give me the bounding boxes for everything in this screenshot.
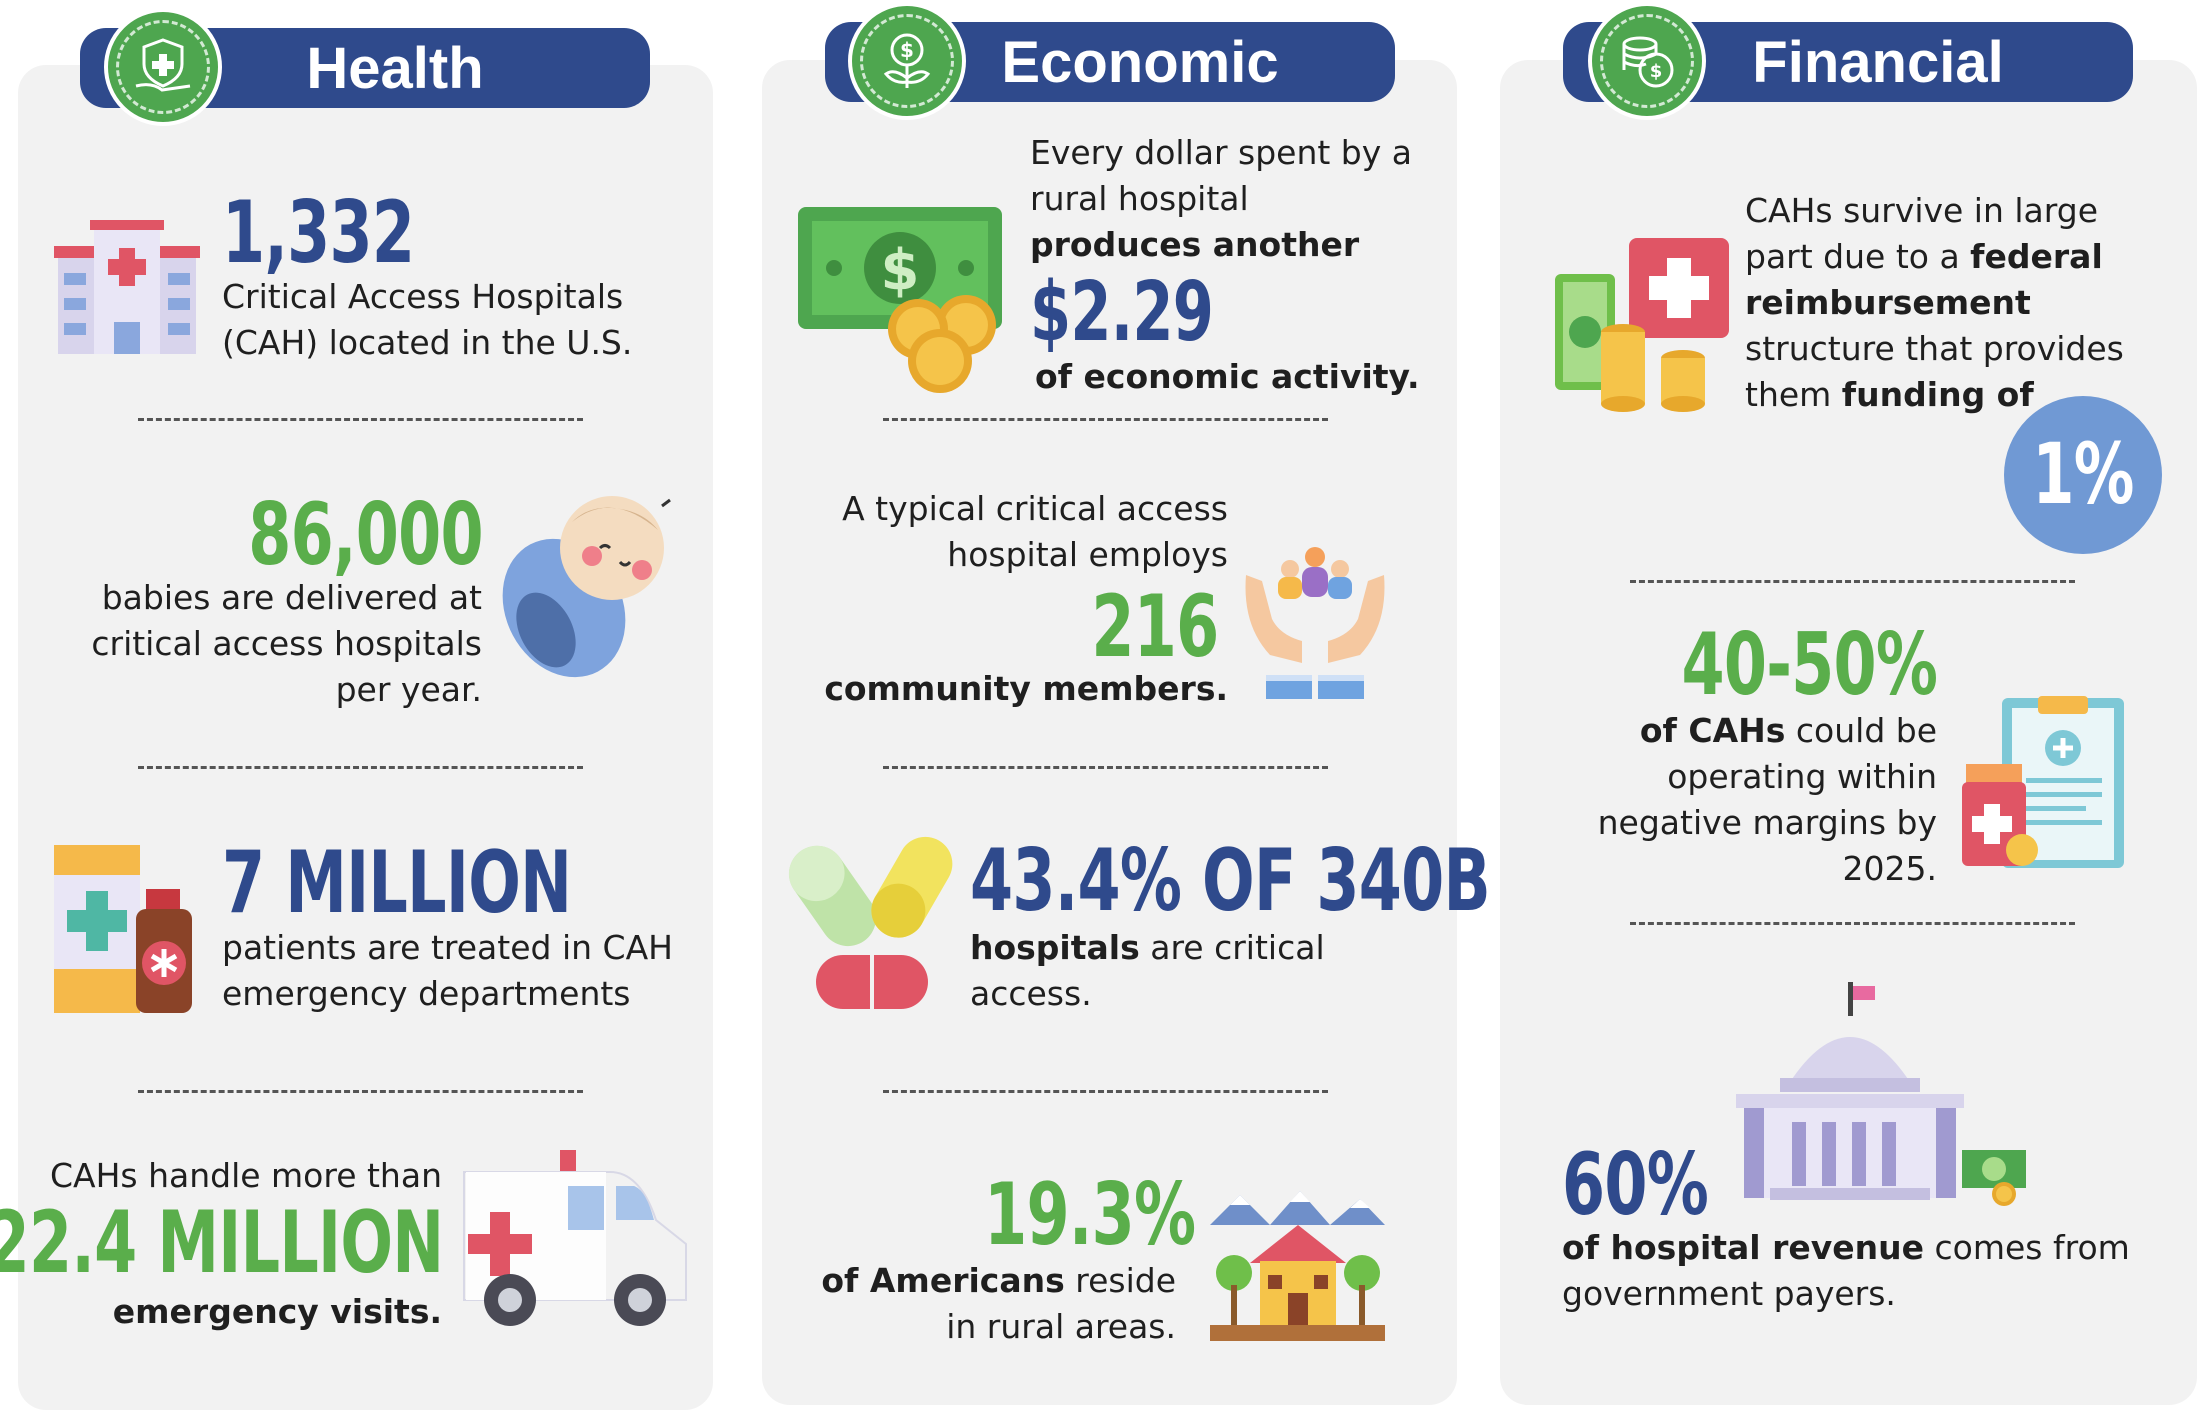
reimb-text: CAHs survive in large part due to a fede… — [1745, 191, 2124, 414]
neg-text: of CAHs could be operating within negati… — [1597, 711, 1937, 888]
neg-value: 40-50% — [1681, 615, 1937, 715]
rural-text: of Americans reside in rural areas. — [821, 1261, 1176, 1346]
dollar-post: of economic activity. — [1035, 357, 1420, 396]
visits-count: 22.4 MILLION — [0, 1193, 444, 1293]
shield-hand-icon — [135, 38, 191, 92]
financial-title: Financial — [1752, 29, 2004, 95]
divider — [1630, 922, 2075, 925]
babies-count: 86,000 — [248, 485, 483, 585]
dollar-value: $2.29 — [1030, 265, 1214, 360]
divider — [138, 1090, 583, 1093]
divider — [138, 418, 583, 421]
divider — [883, 418, 1328, 421]
government-building-icon — [1730, 982, 2030, 1212]
money-plant-icon: $ — [883, 33, 931, 88]
reimb-value: 1% — [2032, 425, 2134, 523]
divider — [883, 1090, 1328, 1093]
coins-icon: $ — [1622, 36, 1674, 88]
pills-icon — [788, 833, 953, 1013]
economic-title: Economic — [1001, 29, 1279, 95]
medicine-icon — [52, 845, 202, 1015]
community-hands-icon — [1240, 545, 1390, 705]
svg-text:$: $ — [881, 238, 920, 303]
visits-post: emergency visits. — [112, 1292, 442, 1331]
baby-icon — [492, 490, 682, 680]
divider — [883, 766, 1328, 769]
rural-value: 19.3% — [983, 1165, 1196, 1265]
divider — [138, 766, 583, 769]
gov-value: 60% — [1562, 1135, 1709, 1235]
dollar-text: Every dollar spent by a rural hospital p… — [1030, 133, 1412, 264]
rural-house-icon — [1210, 1185, 1385, 1343]
svg-text:$: $ — [1650, 61, 1663, 82]
employs-value: 216 — [1091, 577, 1220, 677]
money-icon: $ — [796, 205, 1006, 395]
babies-text: babies are delivered at critical access … — [91, 578, 482, 709]
cah-text: Critical Access Hospitals (CAH) located … — [222, 277, 633, 362]
funding-circle — [2004, 396, 2162, 554]
financial-badge: $ — [1588, 2, 1706, 120]
b340-text: hospitals are critical access. — [970, 928, 1325, 1013]
b340-value: 43.4% OF 340B — [970, 831, 1491, 931]
svg-text:$: $ — [900, 38, 914, 62]
health-title: Health — [306, 35, 484, 101]
divider — [1630, 580, 2075, 583]
visits-pre: CAHs handle more than — [49, 1156, 442, 1195]
economic-badge: $ — [848, 2, 966, 120]
patients-text: patients are treated in CAH emergency de… — [222, 928, 673, 1013]
hospital-icon — [48, 218, 206, 356]
health-badge — [104, 8, 222, 126]
employs-text: A typical critical access hospital emplo… — [842, 489, 1228, 574]
employs-post: community members. — [824, 669, 1228, 708]
gov-text: of hospital revenue comes from governmen… — [1562, 1228, 2130, 1313]
patients-count: 7 MILLION — [222, 833, 572, 933]
ambulance-icon — [460, 1150, 690, 1330]
medical-funding-icon — [1555, 238, 1730, 413]
medical-report-icon — [1962, 696, 2127, 871]
cah-count: 1,332 — [222, 183, 415, 283]
